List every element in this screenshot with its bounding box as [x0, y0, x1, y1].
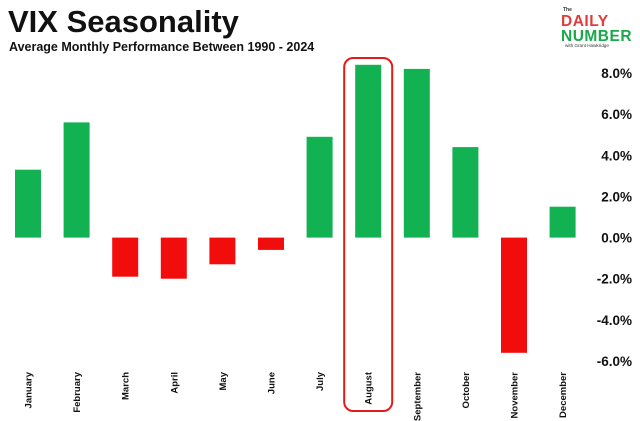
x-tick-label-june: June [267, 372, 278, 394]
y-tick-label: 0.0% [601, 231, 632, 246]
logo-line-daily: DAILY [561, 13, 609, 30]
y-tick-label: 2.0% [601, 189, 632, 204]
bar-june [258, 237, 284, 250]
bar-march [112, 237, 139, 277]
bar-august [355, 64, 382, 238]
x-tick-label-february: February [72, 371, 83, 412]
logo-tagline: with Grant Hawkridge [565, 43, 609, 48]
x-tick-label-august: August [364, 371, 375, 405]
logo-the-text: The [563, 7, 572, 13]
x-tick-label-july: July [315, 371, 326, 391]
bar-july [306, 136, 333, 238]
chart-title: VIX Seasonality [8, 4, 240, 39]
bar-december [549, 206, 576, 238]
y-tick-label: -6.0% [597, 354, 632, 369]
x-tick-label-december: December [558, 372, 569, 418]
bar-april [160, 237, 187, 279]
bar-october [452, 147, 479, 238]
y-tick-label: 4.0% [601, 148, 632, 163]
x-tick-label-november: November [510, 372, 521, 419]
x-tick-label-october: October [461, 372, 472, 409]
y-tick-label: -4.0% [597, 313, 632, 328]
bar-february [63, 122, 90, 238]
x-tick-label-january: January [24, 371, 35, 408]
bar-may [209, 237, 236, 265]
chart-subtitle: Average Monthly Performance Between 1990… [9, 40, 314, 54]
x-tick-label-march: March [121, 372, 132, 400]
y-axis: 8.0% 6.0% 4.0% 2.0% 0.0% -2.0% -4.0% -6.0% [597, 66, 632, 369]
y-tick-label: 6.0% [601, 107, 632, 122]
brand-logo: The DAILY NUMBER with Grant Hawkridge [561, 7, 632, 48]
bar-september [403, 68, 430, 238]
bar-january [15, 169, 41, 238]
bar-november [501, 237, 527, 353]
y-tick-label: -2.0% [597, 272, 632, 287]
highlight-group [343, 57, 394, 412]
x-tick-label-april: April [169, 372, 180, 394]
x-tick-label-may: May [218, 371, 229, 390]
highlight-outline-august [343, 57, 394, 412]
x-tick-label-september: September [412, 372, 423, 421]
logo-line-number: NUMBER [561, 28, 632, 45]
y-tick-label: 8.0% [601, 66, 632, 81]
x-axis: January February March April May June July Augu… [24, 371, 570, 421]
bars-group [15, 64, 576, 353]
